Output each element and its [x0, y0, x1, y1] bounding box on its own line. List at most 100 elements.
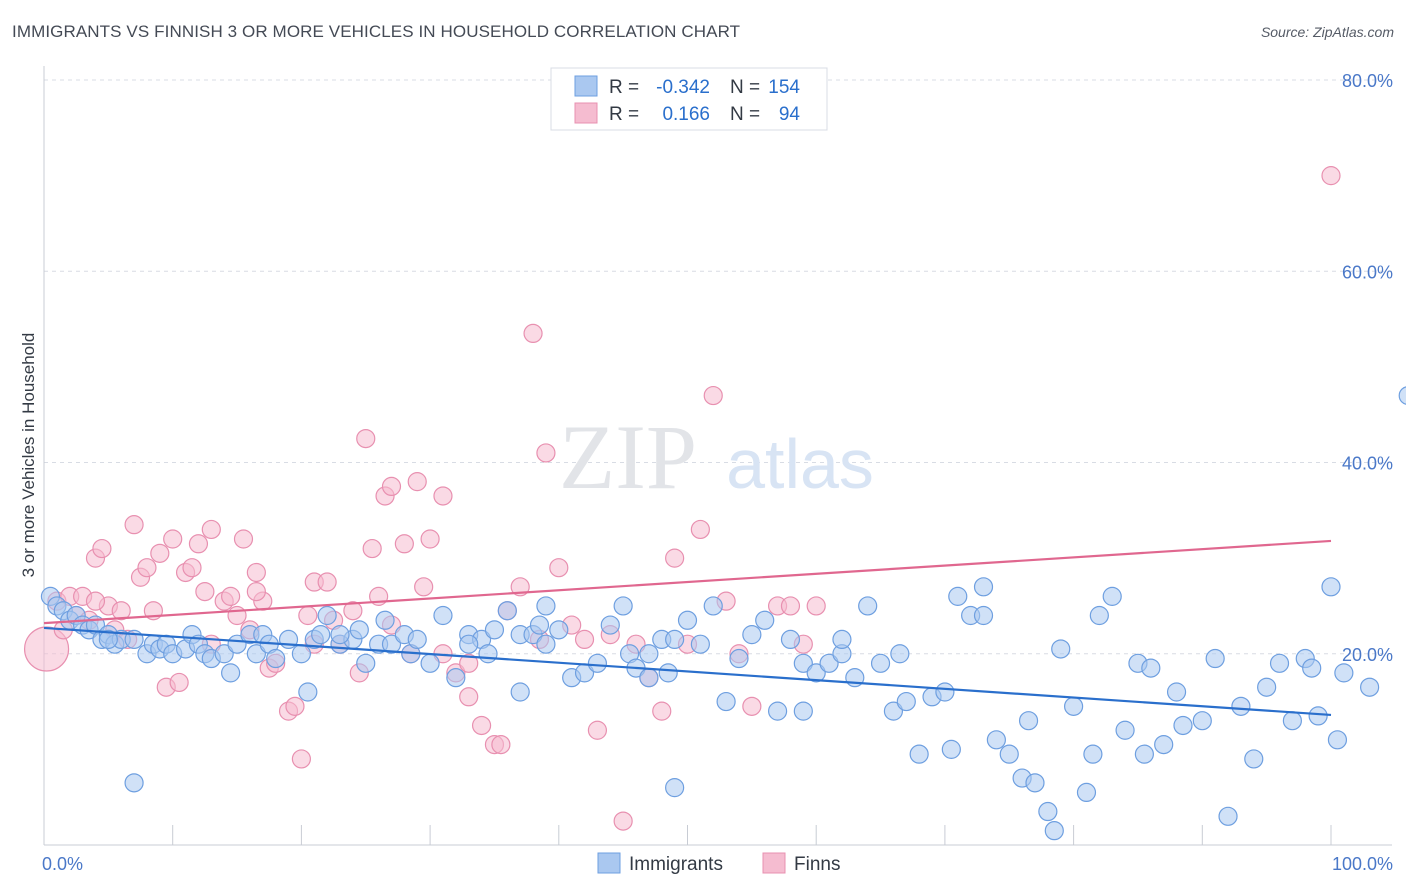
immigrants-point [484, 620, 505, 640]
immigrants-point [832, 629, 852, 650]
finns-point [536, 443, 556, 463]
immigrants-point [883, 701, 904, 721]
finns-point [459, 687, 479, 707]
immigrants-point [1134, 744, 1154, 764]
immigrants-point [677, 610, 698, 630]
finns-point [298, 605, 318, 626]
immigrants-point [510, 682, 530, 702]
series-legend: Immigrants Finns [597, 852, 840, 875]
immigrants-point [1269, 653, 1290, 673]
finns-point [574, 629, 595, 650]
legend-label-finns: Finns [794, 854, 840, 875]
legend-swatch-immigrants [597, 852, 621, 874]
immigrants-point [311, 625, 331, 645]
finns-point [163, 529, 183, 549]
immigrants-point [935, 682, 955, 702]
immigrants-point [858, 596, 878, 616]
immigrants-point [1076, 782, 1097, 803]
finns-point [414, 577, 434, 597]
source-credit: Source: ZipAtlas.com [1260, 24, 1394, 40]
immigrants-point [221, 663, 241, 683]
immigrants-point [1360, 677, 1380, 697]
immigrants-point [890, 644, 910, 664]
immigrants-point [420, 653, 440, 673]
immigrants-point [549, 620, 569, 640]
immigrants-point [536, 634, 556, 654]
immigrants-point [793, 653, 813, 673]
immigrants-point [214, 644, 234, 664]
y-tick-labels: 20.0% 40.0% 60.0% 80.0% [1342, 71, 1393, 665]
finns-point [652, 701, 672, 721]
watermark: ZIP atlas [559, 406, 874, 508]
finns-point [85, 591, 106, 611]
immigrants-point [1282, 711, 1302, 731]
finns-point [381, 476, 402, 497]
immigrants-point [948, 586, 968, 606]
immigrants-point [1051, 639, 1071, 659]
immigrants-point [291, 644, 311, 664]
finns-point [188, 534, 209, 554]
trend-lines [43, 539, 1332, 717]
immigrants-point [98, 629, 118, 650]
finns-point [742, 696, 762, 716]
immigrants-point [1218, 806, 1238, 826]
immigrants-point [1308, 706, 1328, 726]
finns-point [92, 538, 112, 559]
finns-point [471, 715, 492, 736]
finns-point [806, 596, 826, 616]
immigrants-point [1141, 658, 1161, 678]
immigrants-point [729, 648, 749, 669]
immigrants-point [317, 605, 337, 626]
immigrants-point [1154, 734, 1174, 755]
immigrants-point [793, 701, 813, 721]
immigrants-point [1192, 711, 1212, 731]
stats-legend: R = -0.342 N = 154 R = 0.166 N = 94 [550, 67, 828, 131]
stats-n-label-finns: N = [730, 104, 760, 125]
immigrants-point [1083, 744, 1103, 764]
immigrants-point [529, 615, 550, 635]
finns-point [523, 323, 543, 344]
immigrants-point [1018, 711, 1039, 731]
immigrants-point [639, 668, 659, 688]
immigrants-point [1102, 586, 1122, 606]
immigrants-point [1089, 605, 1109, 626]
immigrants-point [478, 644, 498, 664]
y-tick-label: 60.0% [1342, 262, 1393, 282]
finns-point [780, 596, 801, 616]
immigrants-point [780, 629, 801, 650]
immigrants-point [1038, 801, 1058, 822]
finns-point [317, 572, 337, 592]
finns-points [23, 166, 1341, 831]
immigrants-point [1231, 696, 1251, 716]
finns-point [510, 577, 530, 597]
finns-point [703, 385, 723, 406]
immigrants-point [407, 629, 427, 650]
stats-r-value-finns: 0.166 [662, 104, 710, 125]
y-tick-label: 80.0% [1342, 71, 1393, 91]
immigrants-point [1044, 821, 1064, 841]
finns-point [169, 672, 189, 693]
immigrants-point [349, 620, 369, 640]
x-tick-label-start: 0.0% [42, 854, 83, 874]
immigrants-point [433, 605, 453, 626]
immigrants-point [1334, 663, 1354, 683]
stats-r-label-finns: R = [609, 104, 639, 125]
stats-legend-swatch-immigrants [574, 75, 598, 97]
immigrants-point [1115, 720, 1135, 740]
immigrants-point [1173, 715, 1193, 736]
finns-point [613, 811, 633, 831]
immigrants-points [40, 386, 1406, 841]
finns-point [201, 519, 221, 540]
finns-point [150, 543, 170, 563]
finns-point [587, 720, 608, 740]
finns-point [1321, 166, 1341, 186]
immigrants-point [639, 644, 659, 664]
finns-point [362, 538, 382, 559]
finns-point [195, 581, 215, 602]
immigrants-point [999, 744, 1019, 764]
finns-point [343, 601, 363, 621]
immigrants-point [587, 653, 608, 673]
immigrants-point [298, 682, 318, 702]
immigrants-point [973, 577, 994, 597]
axes [43, 66, 1392, 846]
